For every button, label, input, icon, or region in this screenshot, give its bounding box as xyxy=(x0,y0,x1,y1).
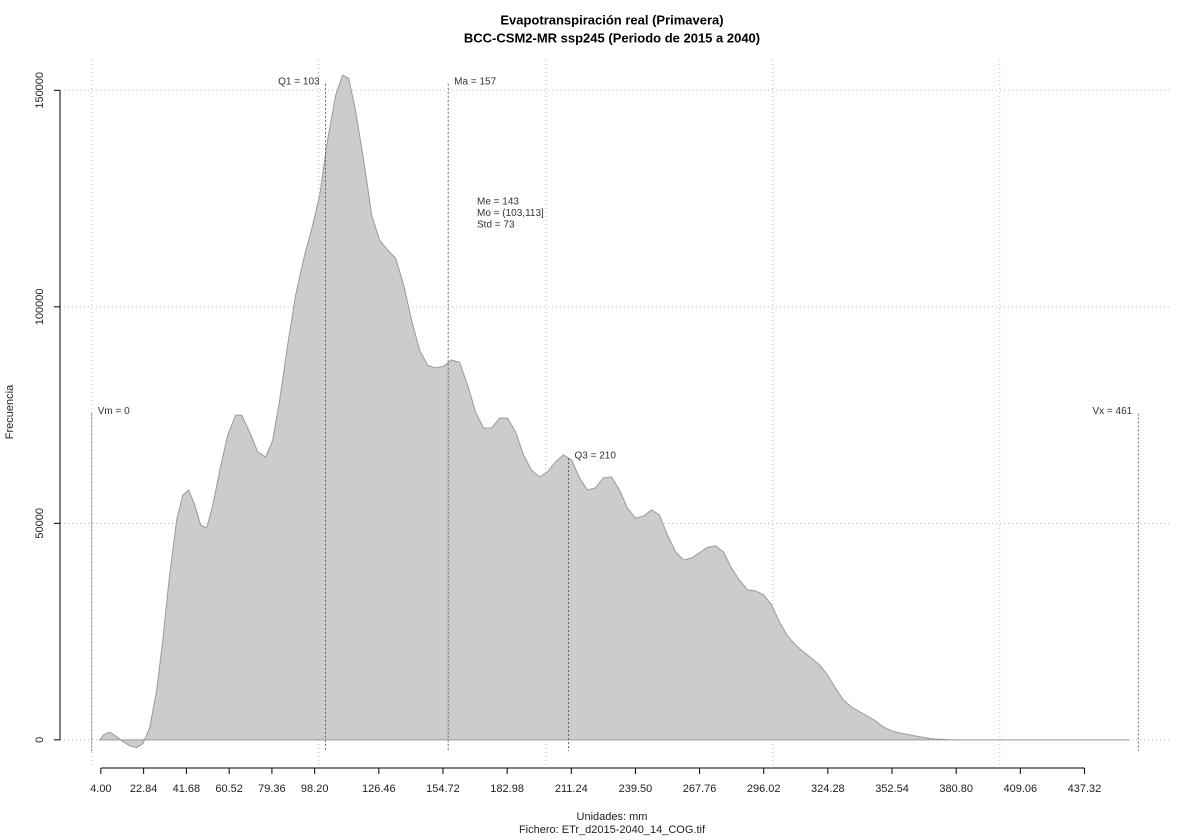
chart-title: Evapotranspiración real (Primavera) xyxy=(500,12,723,27)
x-tick-label: 41.68 xyxy=(173,783,201,795)
x-tick-label: 296.02 xyxy=(747,783,781,795)
y-axis-label: Frecuencia xyxy=(4,384,16,439)
x-tick-label: 437.32 xyxy=(1068,783,1102,795)
y-tick-label: 100000 xyxy=(34,288,46,325)
stat-label: Me = 143 xyxy=(477,197,519,208)
marker-label: Vx = 461 xyxy=(1092,406,1132,417)
x-tick-label: 60.52 xyxy=(215,783,243,795)
marker-label: Q3 = 210 xyxy=(574,451,616,462)
stat-label: Std = 73 xyxy=(477,220,515,231)
chart-subtitle: BCC-CSM2-MR ssp245 (Periodo de 2015 a 20… xyxy=(464,30,760,45)
x-tick-label: 211.24 xyxy=(555,783,588,795)
y-tick-label: 0 xyxy=(34,737,46,743)
x-tick-label: 352.54 xyxy=(875,783,909,795)
x-tick-label: 22.84 xyxy=(130,783,158,795)
x-tick-label: 380.80 xyxy=(939,783,973,795)
x-tick-label: 98.20 xyxy=(301,783,329,795)
caption: Fichero: ETr_d2015-2040_14_COG.tif xyxy=(519,824,706,836)
y-tick-label: 150000 xyxy=(34,72,46,109)
stat-label: Mo = (103,113] xyxy=(477,208,544,219)
x-tick-label: 267.76 xyxy=(683,783,717,795)
x-tick-label: 409.06 xyxy=(1003,783,1037,795)
x-tick-label: 154.72 xyxy=(426,783,460,795)
x-axis-label: Unidades: mm xyxy=(577,811,648,823)
x-tick-label: 239.50 xyxy=(619,783,653,795)
marker-label: Vm = 0 xyxy=(98,406,130,417)
x-tick-label: 79.36 xyxy=(258,783,286,795)
x-tick-label: 126.46 xyxy=(362,783,396,795)
x-tick-label: 182.98 xyxy=(490,783,524,795)
x-tick-label: 4.00 xyxy=(90,783,111,795)
y-tick-label: 50000 xyxy=(34,508,46,539)
x-tick-label: 324.28 xyxy=(811,783,845,795)
density-area xyxy=(99,74,1130,749)
marker-label: Ma = 157 xyxy=(454,76,496,87)
marker-label: Q1 = 103 xyxy=(278,76,320,87)
